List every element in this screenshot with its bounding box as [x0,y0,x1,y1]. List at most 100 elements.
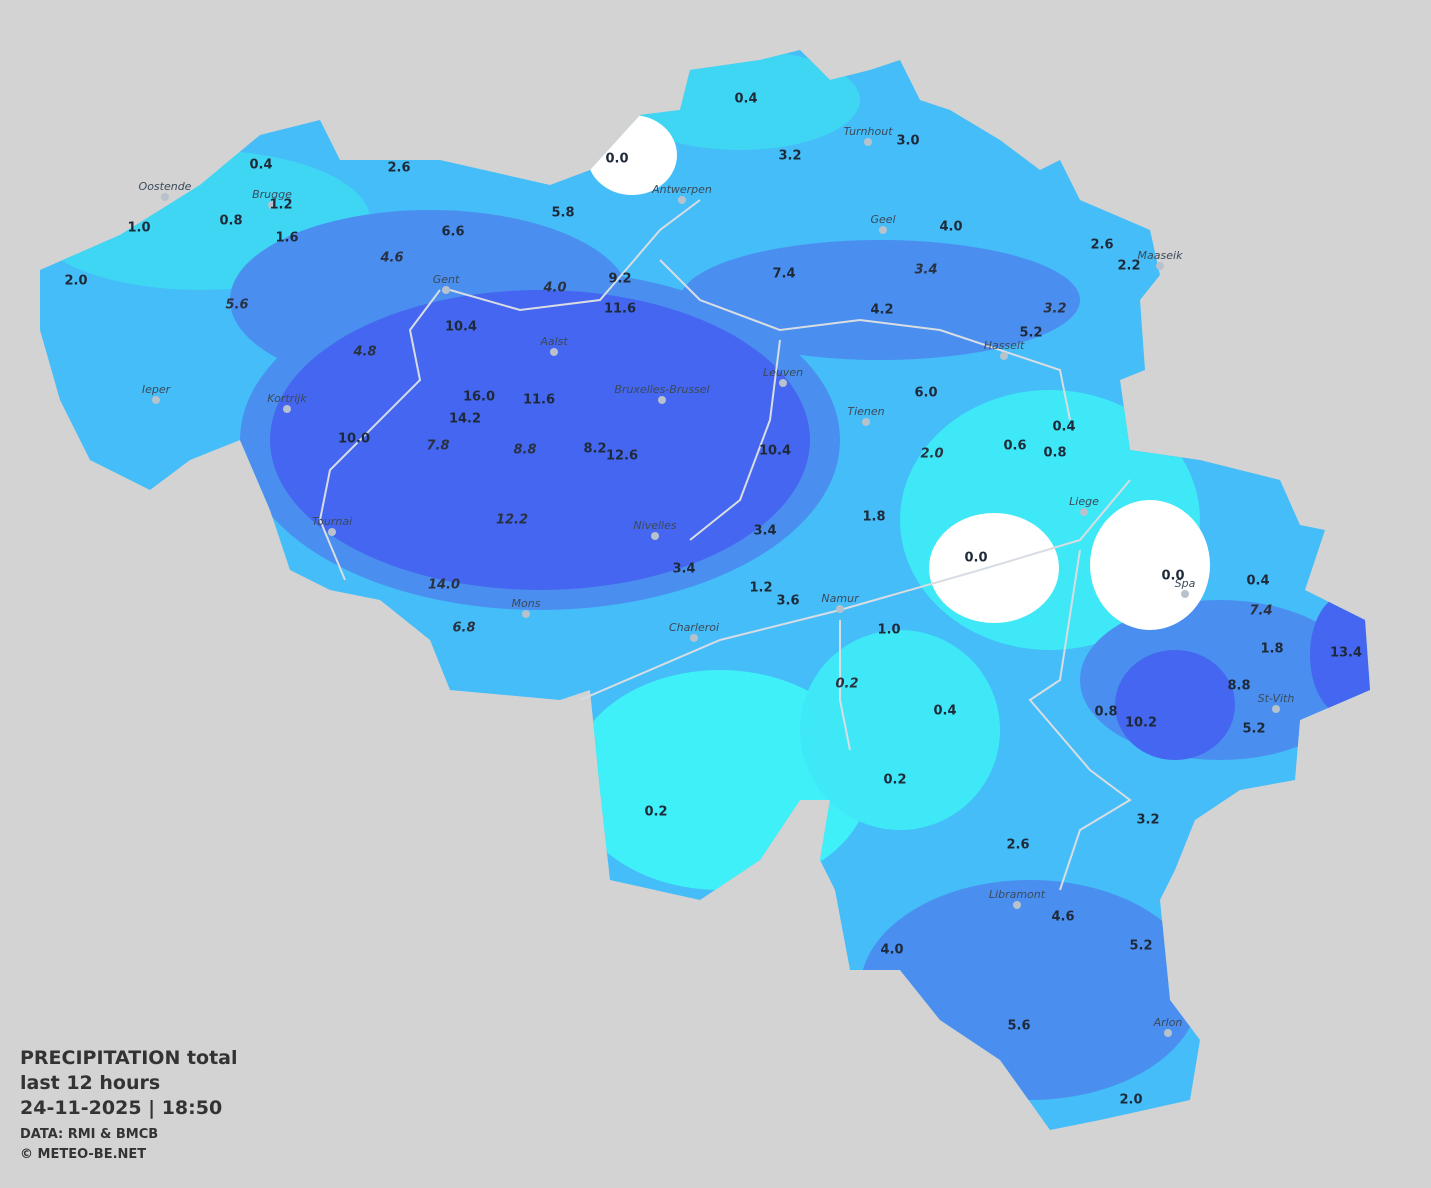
station-value: 4.2 [870,303,893,318]
station-value: 8.2 [583,442,606,457]
cities: Oostende Brugge Antwerpen Turnhout Geel Maase… [139,125,1295,1037]
city-label: Aalst [539,335,568,348]
station-value: 0.0 [605,152,628,167]
city-dot [1080,508,1088,516]
station-value: 0.8 [1043,446,1066,461]
station-value-italic: 5.6 [225,298,248,313]
city-dot [328,528,336,536]
city-dot [690,634,698,642]
station-value-italic: 8.8 [513,443,536,458]
station-value: 2.0 [1119,1093,1142,1108]
title-line: PRECIPITATION total [20,1047,238,1069]
station-value: 3.2 [778,149,801,164]
station-value: 11.6 [523,393,555,408]
city-label: Charleroi [669,621,719,634]
station-value: 4.0 [939,220,962,235]
station-value: 0.0 [1161,569,1184,584]
city-label: Maaseik [1138,249,1184,262]
city-label: Spa [1175,577,1196,590]
city-label: Liege [1069,495,1099,508]
station-value-italic: 4.8 [352,345,376,360]
station-value-italic: 14.0 [428,578,460,593]
station-value: 2.0 [64,274,87,289]
city-label: Brugge [252,188,292,201]
city-dot [522,610,530,618]
station-value: 0.4 [1052,420,1075,435]
city-label: Gent [433,273,460,286]
city-dot [779,379,787,387]
copyright: © METEO-BE.NET [20,1147,146,1162]
city-label: Ieper [142,383,172,396]
station-value: 5.8 [551,206,574,221]
station-value-italic: 3.4 [914,263,937,278]
city-dot [1164,1029,1172,1037]
station-value: 0.2 [644,805,667,820]
station-value: 11.6 [604,302,636,317]
station-value: 5.2 [1129,939,1152,954]
station-value: 3.6 [776,594,799,609]
city-dot [1272,705,1280,713]
station-value: 1.8 [1260,642,1283,657]
rivers [318,199,1132,891]
station-value: 0.4 [1246,574,1269,589]
city-dot [1181,590,1189,598]
city-dot [1013,901,1021,909]
station-value: 0.8 [1094,705,1117,720]
city-label: Kortrijk [267,392,307,405]
city-dot [152,396,160,404]
city-label: Nivelles [633,519,676,532]
station-value: 16.0 [463,390,495,405]
city-label: Oostende [139,180,192,193]
station-value: 3.4 [672,562,695,577]
station-value: 9.2 [608,272,631,287]
station-value-italic: 6.8 [452,621,475,636]
station-value: 6.6 [441,225,464,240]
station-value: 4.0 [880,943,903,958]
city-label: Libramont [989,888,1046,901]
city-label: Arlon [1153,1016,1183,1029]
station-value: 3.2 [1136,813,1159,828]
station-value: 0.2 [883,773,906,788]
station-value: 2.6 [1090,238,1113,253]
station-value: 5.6 [1007,1019,1030,1034]
station-value: 2.6 [387,161,410,176]
city-dot [268,201,276,209]
station-value: 0.8 [219,214,242,229]
city-dot [651,532,659,540]
station-value: 1.6 [275,231,298,246]
city-label: Namur [821,592,860,605]
station-value-italic: 4.0 [542,281,566,296]
city-label: Tournai [312,515,352,528]
city-dot [1156,262,1164,270]
station-value: 3.0 [896,134,919,149]
station-value: 10.4 [759,444,791,459]
station-value-italic: 7.4 [1249,604,1272,619]
station-value: 0.4 [249,158,272,173]
station-value: 0.6 [1003,439,1026,454]
city-dot [836,605,844,613]
city-dot [283,405,291,413]
station-value-italic: 12.2 [496,513,528,528]
station-value: 2.2 [1117,259,1140,274]
city-label: Bruxelles-Brussel [614,383,709,396]
station-values: 0.4 3.0 3.2 0.0 0.4 2.6 1.2 5.8 0.8 1.0 4.0 6.6 1.6 2… [64,92,1362,1108]
station-value: 4.6 [1051,910,1074,925]
station-value: 2.6 [1006,838,1029,853]
station-value: 10.4 [445,320,477,335]
source: DATA: RMI & BMCB [20,1127,158,1142]
station-value: 13.4 [1330,646,1362,661]
city-label: Leuven [763,366,803,379]
station-value-italic: 0.2 [835,677,858,692]
city-label: Geel [870,213,895,226]
title-line: last 12 hours [20,1072,160,1094]
station-value: 5.2 [1019,326,1042,341]
station-value: 5.2 [1242,722,1265,737]
station-value-italic: 3.2 [1043,302,1066,317]
station-value: 1.8 [862,510,885,525]
city-label: St-Vith [1258,692,1295,705]
city-dot [550,348,558,356]
city-dot [879,226,887,234]
station-value: 0.4 [933,704,956,719]
city-dot [658,396,666,404]
